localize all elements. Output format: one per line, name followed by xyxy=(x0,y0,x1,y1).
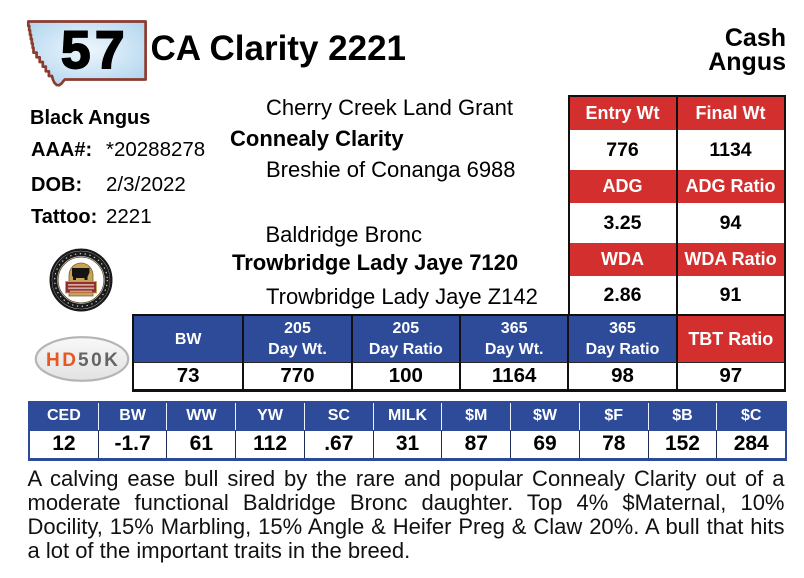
svg-text:HD: HD xyxy=(46,350,78,371)
svg-text:50K: 50K xyxy=(78,350,120,371)
